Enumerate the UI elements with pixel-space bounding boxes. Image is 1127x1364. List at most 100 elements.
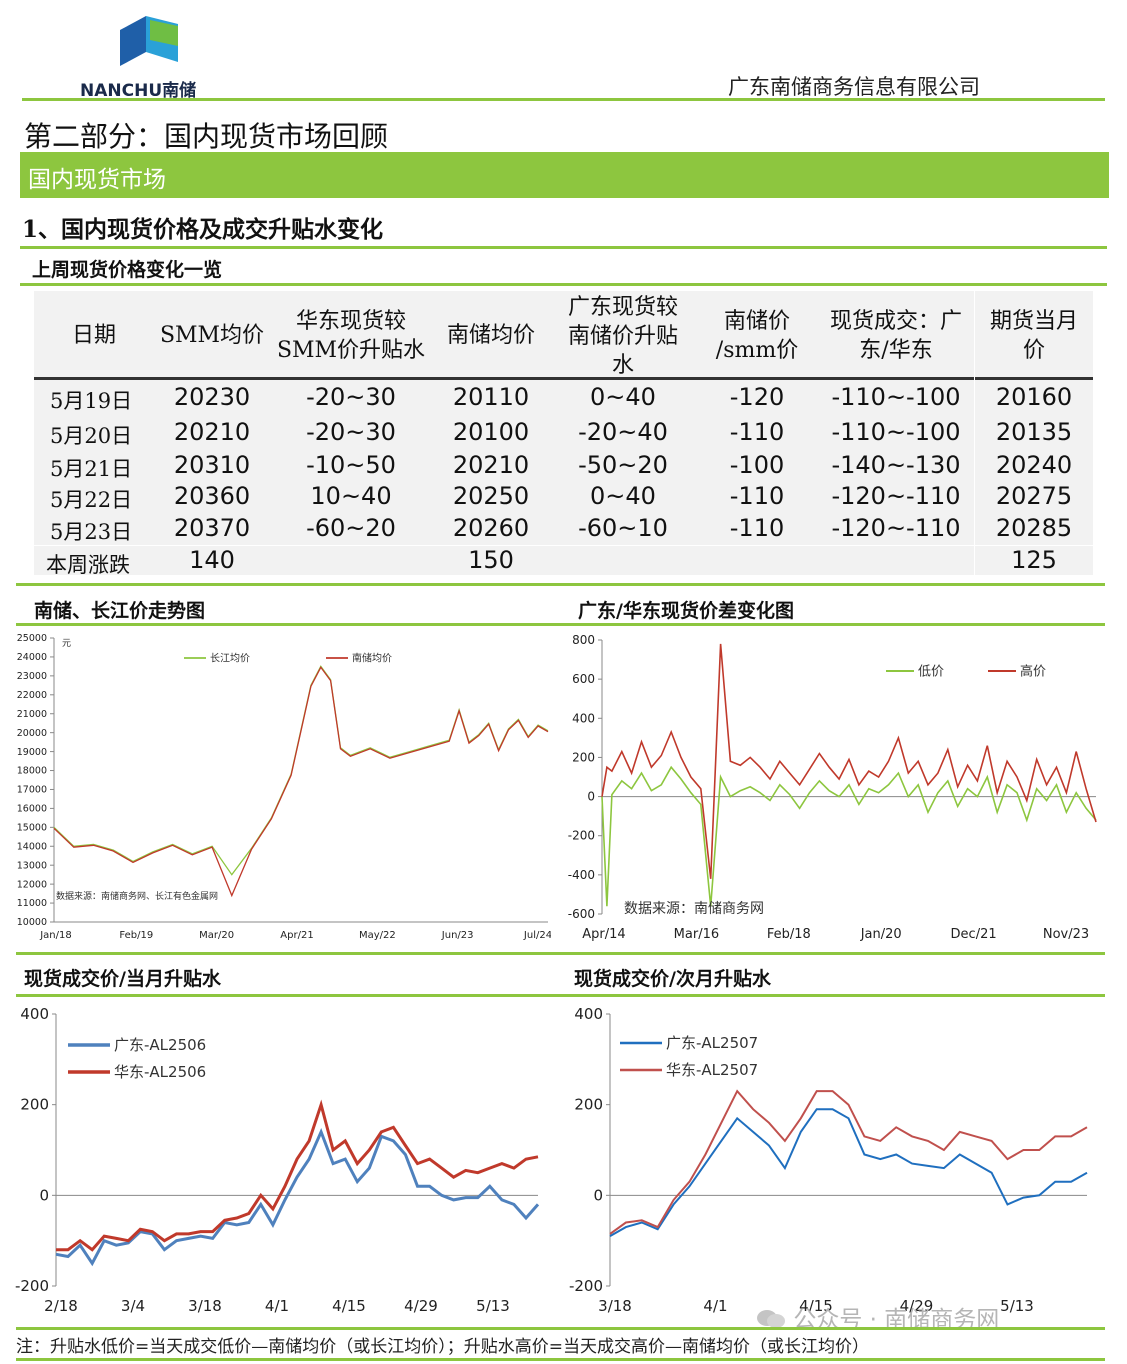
table-cell: 20100 <box>452 418 530 446</box>
y-tick-label: 0 <box>39 1186 49 1204</box>
y-tick-label: 14000 <box>17 841 47 852</box>
y-tick-label: -600 <box>568 907 595 921</box>
x-tick-label: 3/18 <box>188 1297 222 1315</box>
series-line-2 <box>56 1099 539 1252</box>
chart-nanchu-changjiang: 10000 11000 12000 13000 14000 15000 16000 17000… <box>17 633 551 941</box>
table-column-divider <box>974 291 975 575</box>
chart1-title: 南储、长江价走势图 <box>34 600 206 622</box>
x-tick-label: 4/1 <box>265 1297 289 1315</box>
chart-spot-next-month: -200 0 200 400 3/18 4/1 4/15 4/29 5/13 广东-AL2507 华… <box>569 1005 1088 1315</box>
table-cell: 20210 <box>173 418 251 446</box>
series-line-1 <box>53 665 549 876</box>
table-cell: 20250 <box>452 482 530 510</box>
y-tick-label: 200 <box>574 1096 603 1114</box>
y-tick-label: 18000 <box>17 766 47 777</box>
table-cell: -120 <box>729 383 785 411</box>
table-cell: 20310 <box>173 451 251 479</box>
y-tick-label: 600 <box>572 672 595 686</box>
table-summary-cell: 150 <box>468 546 514 574</box>
y-tick-label: 16000 <box>17 804 47 815</box>
table-cell: 20160 <box>995 383 1073 411</box>
series-line-2 <box>601 643 1097 879</box>
legend-label: 广东-AL2506 <box>114 1036 206 1054</box>
y-tick-label: 12000 <box>17 879 47 890</box>
table-title: 上周现货价格变化一览 <box>32 259 223 281</box>
table-cell: 20275 <box>995 482 1073 510</box>
banner-label: 国内现货市场 <box>28 167 166 193</box>
series-line-1 <box>609 1108 1088 1237</box>
table-cell: 0~40 <box>590 482 656 510</box>
source-label: 数据来源：南储商务网、长江有色金属网 <box>56 890 218 902</box>
table-cell: 20230 <box>173 383 251 411</box>
table-cell: 10~40 <box>310 482 392 510</box>
table-cell: 20210 <box>452 451 530 479</box>
series-line-1 <box>601 765 1097 907</box>
table-cell: -20~40 <box>578 418 668 446</box>
x-tick-label: May/22 <box>359 930 396 941</box>
footnote: 注：升贴水低价=当天成交低价—南储均价（或长江均价）；升贴水高价=当天成交高价—… <box>16 1337 869 1357</box>
divider <box>16 994 1105 997</box>
table-cell: 20360 <box>173 482 251 510</box>
table-cell: -50~20 <box>578 451 668 479</box>
table-summary-cell: 本周涨跌 <box>46 553 130 577</box>
table-summary-rule <box>34 545 1093 546</box>
x-tick-label: Jan/18 <box>39 930 72 941</box>
legend-label: 长江均价 <box>210 652 250 664</box>
series-line-2 <box>609 1089 1088 1235</box>
table-cell: -110 <box>729 514 785 542</box>
x-tick-label: Dec/21 <box>951 927 997 942</box>
y-tick-label: 11000 <box>17 898 47 909</box>
table-cell: 20260 <box>452 514 530 542</box>
table-cell: -120~-110 <box>831 514 961 542</box>
y-tick-label: 17000 <box>17 785 47 796</box>
legend-label: 高价 <box>1020 663 1046 679</box>
table-cell: -60~20 <box>306 514 396 542</box>
source-label: 数据来源：南储商务网 <box>624 901 764 917</box>
y-tick-label: 22000 <box>17 690 47 701</box>
table-date-cell: 5月21日 <box>50 457 133 481</box>
chart2-title: 广东/华东现货价差变化图 <box>578 600 794 622</box>
x-tick-label: Jul/24 <box>523 930 551 941</box>
y-tick-label: 400 <box>572 711 595 725</box>
table-date-cell: 5月19日 <box>50 389 133 413</box>
x-tick-label: Feb/19 <box>119 930 153 941</box>
table-cell: -10~50 <box>306 451 396 479</box>
chart-spot-current-month: -200 0 200 400 2/18 3/4 3/18 4/1 4/15 4/29 5/13 广东-… <box>15 1005 540 1315</box>
y-tick-label: 800 <box>572 633 595 647</box>
y-tick-label: 15000 <box>17 823 47 834</box>
table-summary-cell: 125 <box>1011 546 1057 574</box>
x-tick-label: Mar/16 <box>674 927 719 942</box>
y-tick-label: 13000 <box>17 860 47 871</box>
wechat-icon <box>756 1308 786 1330</box>
x-tick-label: Feb/18 <box>767 927 811 942</box>
x-tick-label: Mar/20 <box>199 930 234 941</box>
series-line-1 <box>55 1127 540 1267</box>
table-cell: -20~30 <box>306 418 396 446</box>
table-header-cell: 华东现货较 SMM价升贴水 <box>276 309 426 363</box>
x-tick-label: 3/18 <box>598 1297 632 1315</box>
x-tick-label: Jun/23 <box>441 930 474 941</box>
unit-label: 元 <box>62 639 71 649</box>
company-name: 广东南储商务信息有限公司 <box>728 75 980 99</box>
table-cell: -20~30 <box>306 383 396 411</box>
divider <box>16 583 1105 586</box>
y-tick-label: 200 <box>572 750 595 764</box>
header-divider <box>22 98 1105 101</box>
table-cell: -110 <box>729 482 785 510</box>
table-header-cell: 日期 <box>71 323 116 348</box>
divider <box>16 1327 1105 1330</box>
x-tick-label: 4/15 <box>332 1297 366 1315</box>
table-cell: -140~-130 <box>831 451 961 479</box>
x-tick-label: 5/13 <box>1000 1297 1034 1315</box>
y-tick-label: 24000 <box>17 652 47 663</box>
y-tick-label: -200 <box>15 1277 49 1295</box>
table-cell: -60~10 <box>578 514 668 542</box>
y-tick-label: 19000 <box>17 747 47 758</box>
table-date-cell: 5月23日 <box>50 520 133 544</box>
table-cell: 20285 <box>995 514 1073 542</box>
table-header-cell: 南储价 /smm价 <box>715 309 799 363</box>
divider <box>20 283 1107 286</box>
x-tick-label: Apr/21 <box>280 930 313 941</box>
logo-mark-icon <box>120 16 178 68</box>
y-tick-label: 23000 <box>17 671 47 682</box>
